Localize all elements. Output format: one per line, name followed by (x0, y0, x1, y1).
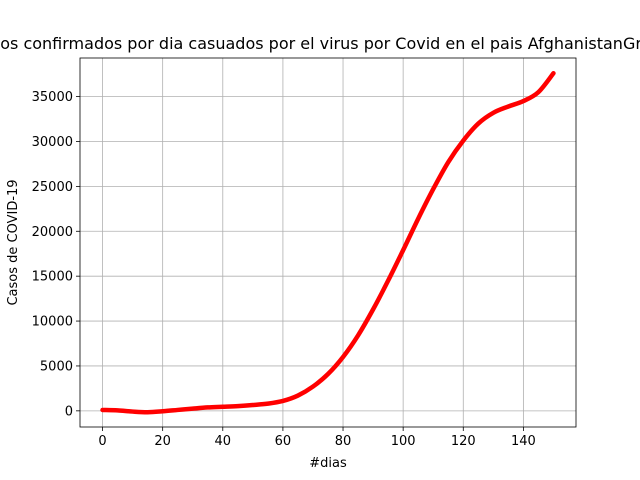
x-tick-label: 60 (275, 434, 292, 449)
y-tick-label: 35000 (32, 90, 73, 105)
grid (80, 58, 576, 427)
y-tick-label: 20000 (32, 225, 73, 240)
x-axis-ticks: 0 20 40 60 80 100 120 140 (98, 427, 536, 449)
y-tick-label: 30000 (32, 135, 73, 150)
y-tick-label: 10000 (32, 315, 73, 330)
plot-frame (79, 57, 577, 428)
y-tick-label: 25000 (32, 180, 73, 195)
chart-title: Casos confirmados por dia casuados por e… (0, 34, 640, 53)
series-line (100, 71, 556, 415)
y-tick-label: 5000 (40, 359, 73, 374)
y-tick-label: 15000 (32, 270, 73, 285)
x-tick-label: 100 (391, 434, 416, 449)
x-tick-label: 120 (451, 434, 476, 449)
series-layer (100, 71, 556, 415)
y-tick-label: 0 (65, 404, 73, 419)
x-axis-label: #dias (309, 456, 347, 471)
x-tick-label: 40 (215, 434, 232, 449)
x-tick-label: 0 (98, 434, 106, 449)
x-tick-label: 20 (154, 434, 171, 449)
y-axis-ticks: 0 5000 10000 15000 20000 25000 30000 35000 (32, 90, 80, 419)
x-tick-label: 80 (335, 434, 352, 449)
x-tick-label: 140 (511, 434, 536, 449)
y-axis-label: Casos de COVID-19 (6, 179, 21, 305)
